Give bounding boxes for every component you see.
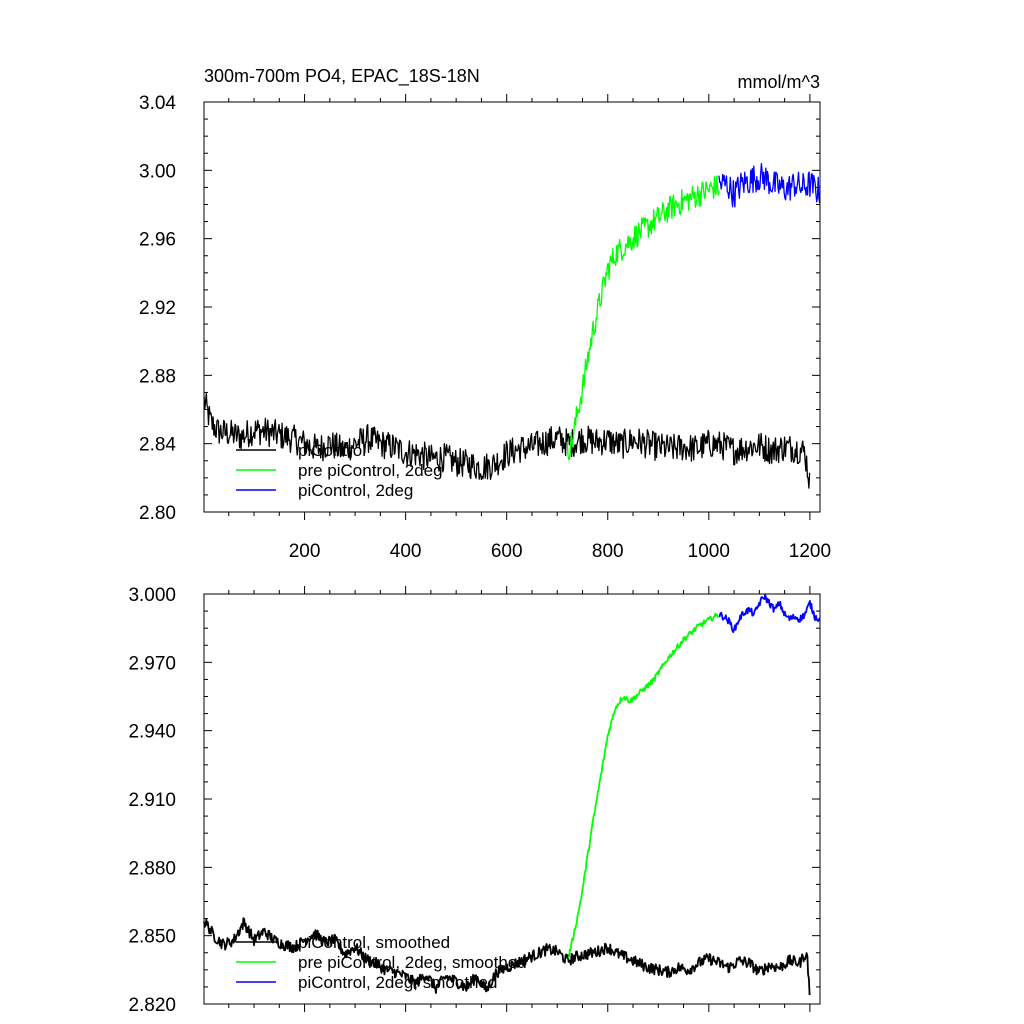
series-line-3 [718,163,821,208]
top-panel: 2.80 2.84 2.88 2.92 2.96 3.00 3.04 200 400 600 800… [139,93,831,562]
series-line-2 [567,612,720,959]
legend-label: pre piControl, 2deg, smoothed [298,953,527,972]
units-label: mmol/m^3 [738,72,820,92]
x-tick-label: 1000 [688,541,730,562]
legend-label: piControl, smoothed [298,933,450,952]
y-tick-label: 2.970 [128,653,176,674]
x-tick-label: 1200 [789,541,831,562]
bottom-panel: 2.820 2.850 2.880 2.910 2.940 2.970 3.000 piCon… [128,585,821,1016]
y-tick-label: 3.00 [139,161,176,182]
y-tick-label: 2.96 [139,230,176,251]
series-line-3 [718,593,821,633]
legend-label: piControl [298,441,366,460]
x-tick-label: 200 [289,541,321,562]
series-line-1 [203,393,811,489]
y-tick-label: 2.820 [128,995,176,1016]
y-tick-label: 3.000 [128,585,176,606]
y-tick-label: 2.88 [139,366,176,387]
legend-label: piControl, 2deg [298,481,413,500]
x-tick-label: 600 [491,541,523,562]
y-tick-label: 2.880 [128,858,176,879]
y-tick-label: 2.940 [128,722,176,743]
y-tick-label: 2.850 [128,927,176,948]
plot-title: 300m-700m PO4, EPAC_18S-18N [204,66,480,87]
series-line-2 [566,175,720,461]
y-tick-label: 2.84 [139,435,176,456]
x-tick-label: 800 [592,541,624,562]
y-tick-label: 2.80 [139,503,176,524]
legend-label: piControl, 2deg, smoothed [298,973,497,992]
y-tick-label: 2.92 [139,298,176,319]
y-tick-label: 2.910 [128,790,176,811]
legend-label: pre piControl, 2deg [298,461,443,480]
x-tick-label: 400 [390,541,422,562]
y-tick-label: 3.04 [139,93,176,114]
series-line-1 [203,917,811,996]
